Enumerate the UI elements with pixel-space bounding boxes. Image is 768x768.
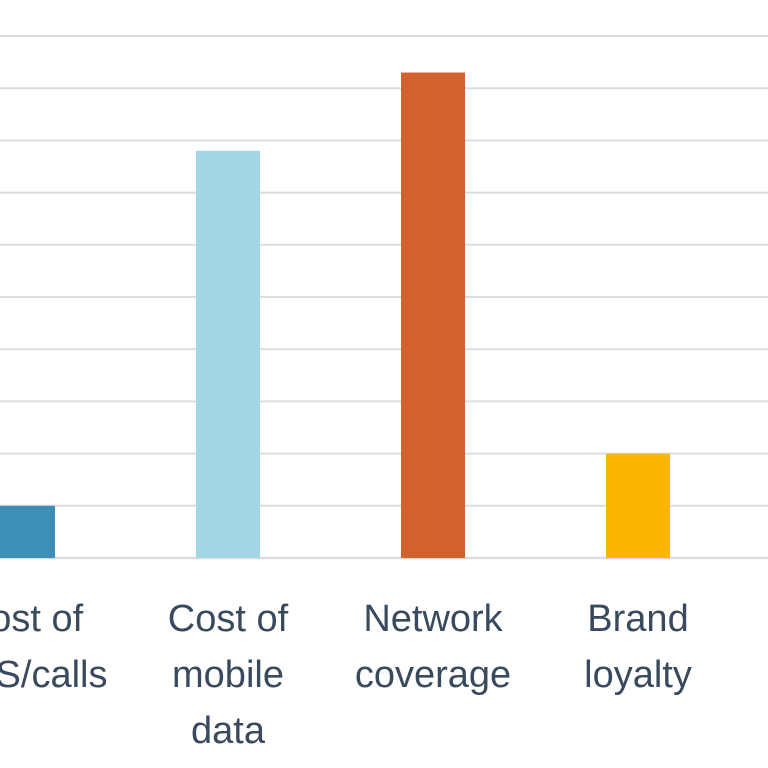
x-tick-label-line: SMS/calls: [0, 654, 107, 696]
x-tick-label: Cost of SMS/calls: [0, 598, 107, 696]
bar: [606, 453, 670, 558]
x-tick-label-line: mobile: [172, 654, 284, 696]
x-tick-label-line: coverage: [355, 654, 511, 696]
bar: [196, 150, 260, 558]
bar: [0, 505, 55, 558]
x-tick-label-line: Cost of: [0, 598, 84, 640]
x-tick-label: Brand loyalty: [584, 598, 692, 696]
x-tick-label-line: Cost of: [168, 598, 289, 640]
category-labels: Cost of SMS/calls Cost of mobile data Network…: [0, 598, 692, 752]
bar: [401, 72, 465, 558]
x-tick-label-line: data: [191, 710, 266, 752]
x-tick-label-line: loyalty: [584, 654, 692, 696]
x-tick-label: Cost of mobile data: [168, 598, 289, 752]
bars: [0, 72, 670, 558]
gridlines: [0, 35, 768, 560]
x-tick-label-line: Network: [363, 598, 503, 640]
x-tick-label: Network coverage: [355, 598, 511, 696]
x-tick-label-line: Brand: [587, 598, 688, 640]
